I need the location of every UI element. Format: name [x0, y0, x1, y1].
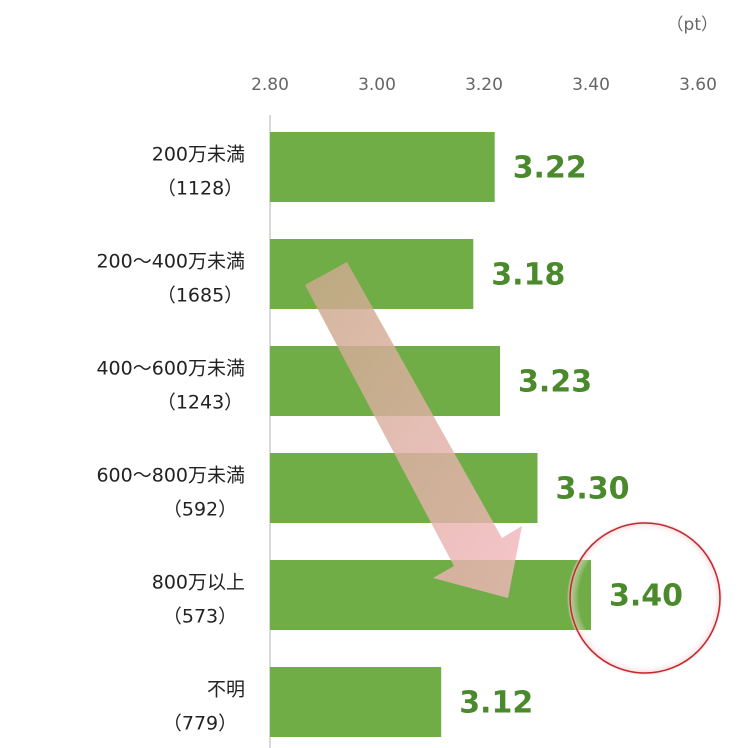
sample-size-label: （1128）: [157, 178, 243, 200]
x-tick-label: 2.80: [251, 75, 289, 95]
unit-label: （pt）: [667, 15, 718, 35]
value-label: 3.22: [513, 151, 587, 186]
x-tick-label: 3.40: [572, 75, 610, 95]
value-label: 3.18: [491, 258, 565, 293]
sample-size-label: （779）: [163, 713, 237, 735]
category-label: 800万以上: [152, 572, 245, 594]
bar: [270, 132, 495, 202]
bar: [270, 239, 474, 309]
highlight-circle: [569, 522, 721, 674]
sample-size-label: （1685）: [157, 285, 243, 307]
x-tick-label: 3.20: [465, 75, 503, 95]
category-label: 不明: [207, 679, 245, 701]
category-label: 600～800万未満: [96, 465, 245, 487]
bar: [270, 560, 591, 630]
category-label: 200万未満: [152, 144, 245, 166]
value-label: 3.23: [518, 365, 592, 400]
trend-arrow: [305, 262, 522, 598]
x-tick-label: 3.60: [679, 75, 717, 95]
sample-size-label: （592）: [163, 499, 237, 521]
value-label: 3.12: [459, 686, 533, 721]
x-tick-label: 3.00: [358, 75, 396, 95]
value-label: 3.30: [556, 472, 630, 507]
highlight-glow: [567, 520, 723, 676]
bar: [270, 667, 442, 737]
category-label: 400～600万未満: [96, 358, 245, 380]
sample-size-label: （1243）: [157, 392, 243, 414]
sample-size-label: （573）: [163, 606, 237, 628]
category-label: 200～400万未満: [96, 251, 245, 273]
